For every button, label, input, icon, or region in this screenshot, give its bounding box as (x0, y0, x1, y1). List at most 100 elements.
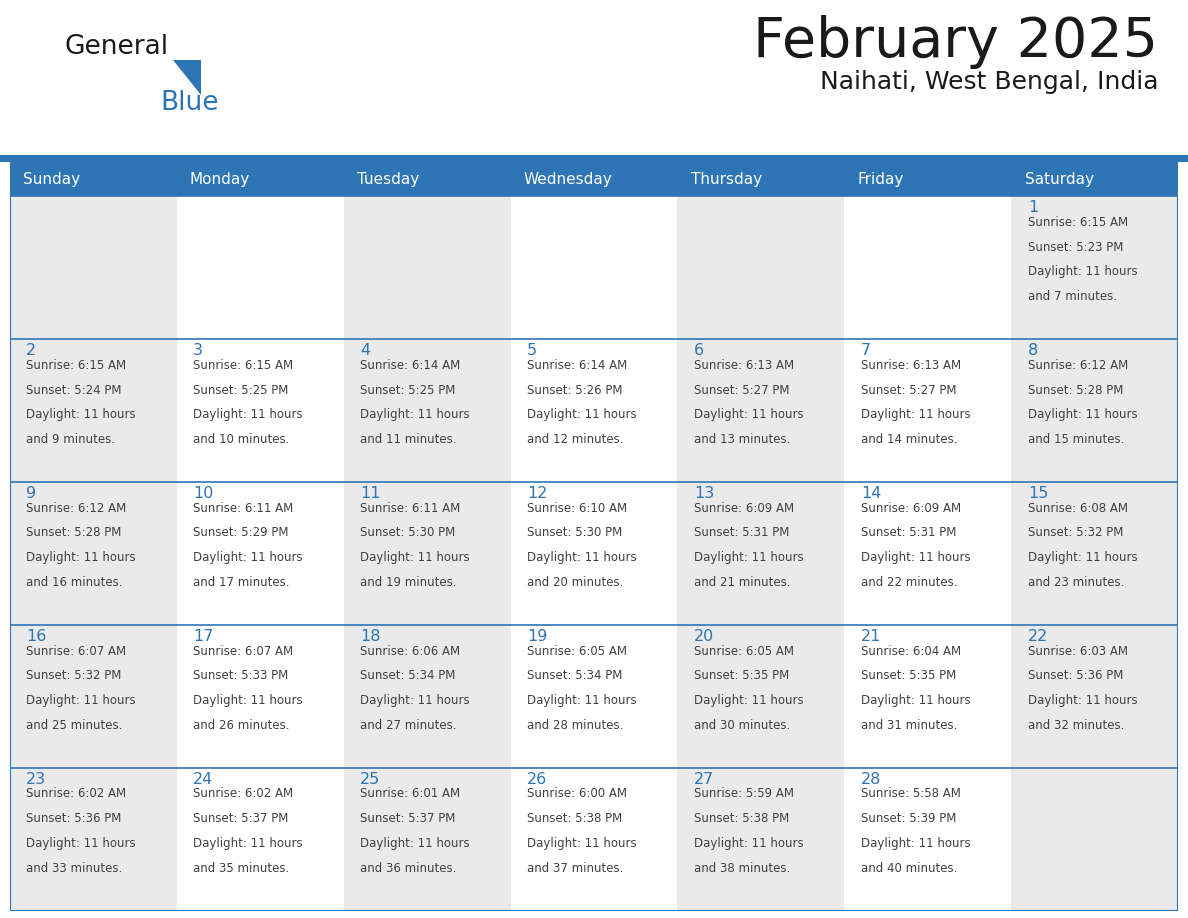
Text: Daylight: 11 hours: Daylight: 11 hours (861, 694, 971, 707)
Text: Sunset: 5:24 PM: Sunset: 5:24 PM (26, 384, 121, 397)
Text: Sunset: 5:35 PM: Sunset: 5:35 PM (694, 669, 790, 682)
Text: Sunset: 5:34 PM: Sunset: 5:34 PM (527, 669, 623, 682)
Text: 11: 11 (360, 486, 380, 501)
Text: Sunrise: 6:11 AM: Sunrise: 6:11 AM (194, 501, 293, 515)
Text: Daylight: 11 hours: Daylight: 11 hours (861, 409, 971, 421)
Text: Sunrise: 6:11 AM: Sunrise: 6:11 AM (360, 501, 461, 515)
Text: Sunrise: 6:08 AM: Sunrise: 6:08 AM (1028, 501, 1129, 515)
Text: 26: 26 (527, 772, 548, 787)
Text: and 35 minutes.: and 35 minutes. (194, 862, 290, 875)
Text: Sunrise: 5:58 AM: Sunrise: 5:58 AM (861, 788, 961, 800)
Text: Sunset: 5:32 PM: Sunset: 5:32 PM (26, 669, 121, 682)
Bar (177, 196, 343, 911)
Text: and 31 minutes.: and 31 minutes. (861, 719, 958, 732)
Text: Sunset: 5:39 PM: Sunset: 5:39 PM (861, 812, 956, 825)
Text: Daylight: 11 hours: Daylight: 11 hours (26, 694, 135, 707)
Text: 3: 3 (194, 343, 203, 358)
Text: and 22 minutes.: and 22 minutes. (861, 577, 958, 589)
Text: Daylight: 11 hours: Daylight: 11 hours (1028, 552, 1138, 565)
Text: 8: 8 (1028, 343, 1038, 358)
Text: 28: 28 (861, 772, 881, 787)
Text: Sunrise: 6:00 AM: Sunrise: 6:00 AM (527, 788, 627, 800)
Text: Sunset: 5:34 PM: Sunset: 5:34 PM (360, 669, 455, 682)
Text: Sunset: 5:37 PM: Sunset: 5:37 PM (360, 812, 455, 825)
Text: General: General (65, 34, 169, 60)
Text: 4: 4 (360, 343, 371, 358)
Text: and 21 minutes.: and 21 minutes. (694, 577, 791, 589)
Bar (343, 162, 511, 196)
Text: Sunrise: 6:12 AM: Sunrise: 6:12 AM (1028, 359, 1129, 372)
Bar (10, 162, 177, 196)
Text: Sunrise: 5:59 AM: Sunrise: 5:59 AM (694, 788, 795, 800)
Text: Sunset: 5:31 PM: Sunset: 5:31 PM (861, 526, 956, 540)
Text: Sunset: 5:30 PM: Sunset: 5:30 PM (527, 526, 623, 540)
Text: Sunset: 5:27 PM: Sunset: 5:27 PM (861, 384, 956, 397)
Text: 22: 22 (1028, 629, 1049, 644)
Text: Sunset: 5:26 PM: Sunset: 5:26 PM (527, 384, 623, 397)
Text: and 33 minutes.: and 33 minutes. (26, 862, 122, 875)
Text: Sunset: 5:35 PM: Sunset: 5:35 PM (861, 669, 956, 682)
Text: Sunrise: 6:02 AM: Sunrise: 6:02 AM (26, 788, 126, 800)
Text: Blue: Blue (160, 90, 219, 116)
Text: Daylight: 11 hours: Daylight: 11 hours (360, 409, 469, 421)
Text: Daylight: 11 hours: Daylight: 11 hours (26, 837, 135, 850)
Text: Friday: Friday (858, 172, 904, 186)
Text: Sunset: 5:36 PM: Sunset: 5:36 PM (26, 812, 121, 825)
Text: and 16 minutes.: and 16 minutes. (26, 577, 122, 589)
Text: 17: 17 (194, 629, 214, 644)
Text: and 40 minutes.: and 40 minutes. (861, 862, 958, 875)
Bar (677, 162, 845, 196)
Bar (343, 196, 511, 911)
Text: and 20 minutes.: and 20 minutes. (527, 577, 624, 589)
Text: and 25 minutes.: and 25 minutes. (26, 719, 122, 732)
Text: 14: 14 (861, 486, 881, 501)
Text: Daylight: 11 hours: Daylight: 11 hours (194, 694, 303, 707)
Text: Daylight: 11 hours: Daylight: 11 hours (527, 837, 637, 850)
Text: Sunset: 5:37 PM: Sunset: 5:37 PM (194, 812, 289, 825)
Text: Sunrise: 6:10 AM: Sunrise: 6:10 AM (527, 501, 627, 515)
Text: Sunset: 5:32 PM: Sunset: 5:32 PM (1028, 526, 1124, 540)
Text: 6: 6 (694, 343, 704, 358)
Polygon shape (173, 60, 201, 95)
Text: Sunset: 5:31 PM: Sunset: 5:31 PM (694, 526, 790, 540)
Text: 12: 12 (527, 486, 548, 501)
Text: 18: 18 (360, 629, 380, 644)
Text: Daylight: 11 hours: Daylight: 11 hours (26, 409, 135, 421)
Bar (177, 162, 343, 196)
Text: 15: 15 (1028, 486, 1049, 501)
Text: Sunset: 5:38 PM: Sunset: 5:38 PM (694, 812, 790, 825)
Text: and 38 minutes.: and 38 minutes. (694, 862, 790, 875)
Text: Daylight: 11 hours: Daylight: 11 hours (694, 409, 804, 421)
Text: Daylight: 11 hours: Daylight: 11 hours (527, 552, 637, 565)
Text: Sunset: 5:36 PM: Sunset: 5:36 PM (1028, 669, 1124, 682)
Text: Sunrise: 6:05 AM: Sunrise: 6:05 AM (527, 644, 627, 657)
Text: Daylight: 11 hours: Daylight: 11 hours (527, 409, 637, 421)
Text: 21: 21 (861, 629, 881, 644)
Bar (511, 196, 677, 911)
Text: Sunrise: 6:15 AM: Sunrise: 6:15 AM (1028, 216, 1129, 229)
Text: February 2025: February 2025 (753, 15, 1158, 69)
Text: 2: 2 (26, 343, 37, 358)
Text: Daylight: 11 hours: Daylight: 11 hours (360, 694, 469, 707)
Bar (10, 196, 177, 911)
Text: Saturday: Saturday (1025, 172, 1094, 186)
Text: and 37 minutes.: and 37 minutes. (527, 862, 624, 875)
Text: Daylight: 11 hours: Daylight: 11 hours (694, 694, 804, 707)
Text: Sunrise: 6:01 AM: Sunrise: 6:01 AM (360, 788, 460, 800)
Text: 13: 13 (694, 486, 714, 501)
Text: Sunrise: 6:03 AM: Sunrise: 6:03 AM (1028, 644, 1129, 657)
Text: 16: 16 (26, 629, 46, 644)
Text: and 32 minutes.: and 32 minutes. (1028, 719, 1125, 732)
Text: 20: 20 (694, 629, 714, 644)
Text: 23: 23 (26, 772, 46, 787)
Text: Daylight: 11 hours: Daylight: 11 hours (1028, 265, 1138, 278)
Text: Sunrise: 6:04 AM: Sunrise: 6:04 AM (861, 644, 961, 657)
Text: and 27 minutes.: and 27 minutes. (360, 719, 456, 732)
Text: 5: 5 (527, 343, 537, 358)
Text: and 26 minutes.: and 26 minutes. (194, 719, 290, 732)
Text: Daylight: 11 hours: Daylight: 11 hours (194, 552, 303, 565)
Text: and 30 minutes.: and 30 minutes. (694, 719, 790, 732)
Text: Sunset: 5:23 PM: Sunset: 5:23 PM (1028, 241, 1124, 253)
Text: Sunset: 5:33 PM: Sunset: 5:33 PM (194, 669, 289, 682)
Text: Sunrise: 6:15 AM: Sunrise: 6:15 AM (26, 359, 126, 372)
